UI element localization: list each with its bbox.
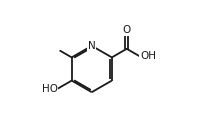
Text: OH: OH bbox=[140, 51, 156, 61]
Text: N: N bbox=[88, 41, 96, 51]
Text: O: O bbox=[123, 25, 131, 35]
Text: HO: HO bbox=[42, 83, 58, 94]
